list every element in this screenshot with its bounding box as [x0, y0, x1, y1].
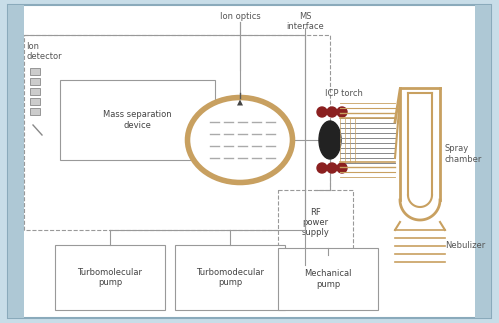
Bar [8, 5, 24, 318]
Text: Spray
chamber: Spray chamber [445, 144, 483, 164]
Polygon shape [237, 99, 243, 106]
Bar [30, 78, 40, 85]
Circle shape [327, 107, 337, 117]
Bar [175, 245, 285, 310]
Text: Mass separation
device: Mass separation device [103, 110, 172, 130]
Text: Ion optics: Ion optics [220, 12, 260, 21]
Text: Turbomolecular
pump: Turbomolecular pump [77, 268, 143, 287]
Bar [278, 248, 378, 310]
Ellipse shape [188, 98, 292, 182]
Text: MS
interface: MS interface [286, 12, 324, 31]
Circle shape [337, 107, 347, 117]
Text: Turbomodecular
pump: Turbomodecular pump [196, 268, 264, 287]
Bar [30, 68, 40, 75]
Bar [30, 88, 40, 95]
Bar [30, 108, 40, 115]
Text: ICP torch: ICP torch [325, 89, 363, 98]
Circle shape [337, 163, 347, 173]
Text: Ion
detector: Ion detector [26, 42, 61, 61]
Bar [278, 190, 353, 255]
Text: RF
power
supply: RF power supply [301, 208, 329, 237]
Circle shape [327, 163, 337, 173]
Bar [24, 35, 330, 230]
Bar [30, 98, 40, 105]
Bar [55, 245, 165, 310]
Text: Mechanical
pump: Mechanical pump [304, 269, 352, 289]
Text: Nebulizer: Nebulizer [445, 241, 485, 249]
Bar [60, 80, 215, 160]
Circle shape [317, 163, 327, 173]
Ellipse shape [319, 121, 341, 159]
Circle shape [317, 107, 327, 117]
Bar [475, 5, 491, 318]
